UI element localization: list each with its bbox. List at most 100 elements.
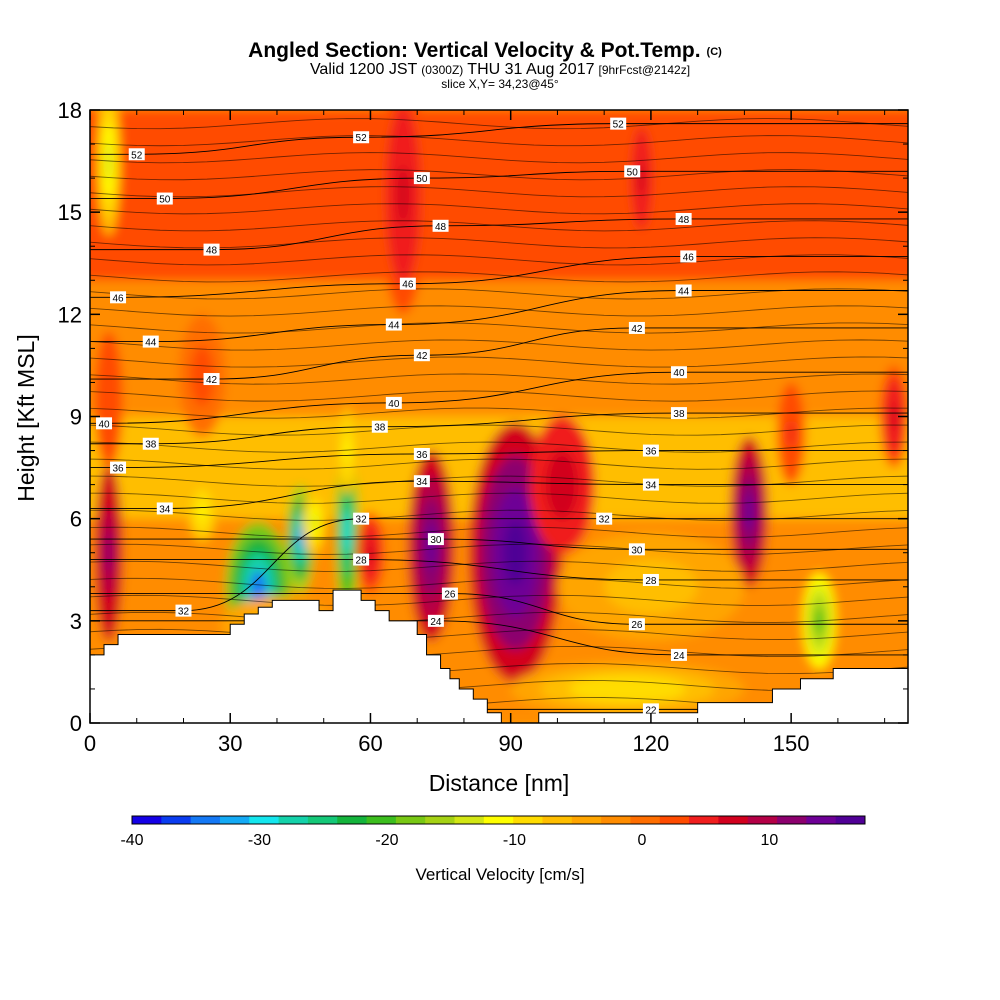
y-tick-label: 6 <box>70 507 82 532</box>
theta-contour <box>90 593 908 625</box>
theta-contour <box>90 509 908 521</box>
theta-contour <box>90 424 908 436</box>
colorbar-swatch <box>366 816 397 824</box>
contour-label: 36 <box>642 444 659 458</box>
velocity-cell <box>890 403 898 430</box>
svg-text:50: 50 <box>159 195 171 206</box>
colorbar-swatch <box>542 816 573 824</box>
colorbar-swatch <box>454 816 485 824</box>
svg-text:30: 30 <box>631 545 643 556</box>
theta-contour <box>90 526 908 538</box>
theta-contour <box>90 373 908 385</box>
svg-text:22: 22 <box>645 705 657 716</box>
svg-text:38: 38 <box>145 440 157 451</box>
x-tick-label: 150 <box>773 731 810 756</box>
svg-text:48: 48 <box>678 215 690 226</box>
colorbar-swatch <box>132 816 162 824</box>
colorbar-swatch <box>659 816 690 824</box>
theta-contour <box>90 356 908 368</box>
svg-text:24: 24 <box>430 617 442 628</box>
contour-label: 40 <box>670 366 687 379</box>
contour-label: 28 <box>642 573 659 587</box>
svg-text:44: 44 <box>678 286 690 297</box>
svg-text:40: 40 <box>673 368 685 379</box>
plot-area: 52 52 52 50 50 50 48 48 48 46 46 46 44 44 44 42 42 42 40 40… <box>90 110 908 723</box>
theta-contour <box>90 458 908 470</box>
colorbar-swatch <box>689 816 719 824</box>
svg-text:46: 46 <box>112 293 124 304</box>
contour-label: 48 <box>432 219 449 233</box>
svg-text:46: 46 <box>683 252 695 263</box>
svg-text:42: 42 <box>631 324 643 335</box>
svg-text:42: 42 <box>416 351 428 362</box>
contour-label: 34 <box>642 478 659 492</box>
colorbar-swatch <box>601 816 631 824</box>
y-tick-label: 15 <box>58 200 82 225</box>
svg-text:36: 36 <box>416 450 428 461</box>
colorbar-swatch <box>219 816 250 824</box>
svg-text:38: 38 <box>374 423 386 434</box>
chart-subtitle: Valid 1200 JST (0300Z) THU 31 Aug 2017 [9hr… <box>310 61 690 78</box>
x-tick-label: 30 <box>218 731 242 756</box>
y-tick-label: 0 <box>70 711 82 736</box>
colorbar-swatch <box>190 816 221 824</box>
colorbar-swatch <box>806 816 837 824</box>
velocity-cell <box>105 382 113 417</box>
svg-text:30: 30 <box>430 535 442 546</box>
svg-text:42: 42 <box>206 375 218 386</box>
contour-label: 52 <box>610 117 627 131</box>
terrain-mask <box>90 589 908 723</box>
theta-contour <box>90 203 908 215</box>
theta-contour <box>90 577 908 589</box>
velocity-cell <box>787 420 795 447</box>
y-tick-label: 18 <box>58 98 82 123</box>
svg-text:50: 50 <box>416 174 428 185</box>
svg-text:36: 36 <box>645 447 657 458</box>
svg-text:28: 28 <box>645 576 657 587</box>
contour-label: 44 <box>675 284 692 297</box>
x-axis-title: Distance [nm] <box>429 770 570 796</box>
contour-label: 30 <box>628 543 645 556</box>
theta-contour <box>90 254 908 266</box>
contour-label: 38 <box>371 420 388 434</box>
theta-contour <box>90 271 908 283</box>
contour-label: 44 <box>142 335 159 349</box>
x-tick-label: 90 <box>498 731 522 756</box>
x-axis: 0 30 60 90 120 150 <box>84 110 886 756</box>
velocity-cell <box>198 504 206 520</box>
chart-title: Angled Section: Vertical Velocity & Pot.… <box>248 39 722 62</box>
colorbar-swatch <box>747 816 778 824</box>
svg-text:34: 34 <box>159 504 171 515</box>
contour-label: 52 <box>128 148 145 161</box>
theta-contour <box>90 135 908 147</box>
colorbar-swatch <box>395 816 426 824</box>
contour-labels: 52 52 52 50 50 50 48 48 48 46 46 46 44 44 44 42 42 42 40 40… <box>96 117 697 716</box>
contour-label: 42 <box>203 373 220 386</box>
velocity-cell <box>397 165 410 225</box>
contour-label: 24 <box>427 614 444 628</box>
contour-label: 32 <box>596 512 613 526</box>
contour-label: 36 <box>413 447 430 461</box>
contour-label: 48 <box>675 212 692 226</box>
contour-label: 50 <box>156 192 173 206</box>
theta-contour <box>90 237 908 249</box>
theta-contour <box>90 118 908 130</box>
colorbar-tick-label: -40 <box>120 832 143 849</box>
theta-contour <box>90 475 908 487</box>
svg-text:46: 46 <box>402 280 414 291</box>
contour-label: 44 <box>385 318 402 332</box>
colorbar-swatch <box>278 816 309 824</box>
svg-text:50: 50 <box>627 167 639 178</box>
colorbar-tick-label: -30 <box>248 832 271 849</box>
svg-text:34: 34 <box>416 477 428 488</box>
colorbar-swatch <box>425 816 456 824</box>
theta-contour <box>90 305 908 317</box>
colorbar-title: Vertical Velocity [cm/s] <box>415 865 584 884</box>
y-tick-label: 12 <box>58 302 82 327</box>
theta-contour <box>90 407 908 419</box>
colorbar-tick-label: -10 <box>503 832 526 849</box>
svg-text:52: 52 <box>613 120 625 131</box>
velocity-cell <box>250 570 267 603</box>
velocity-cell <box>553 467 571 502</box>
